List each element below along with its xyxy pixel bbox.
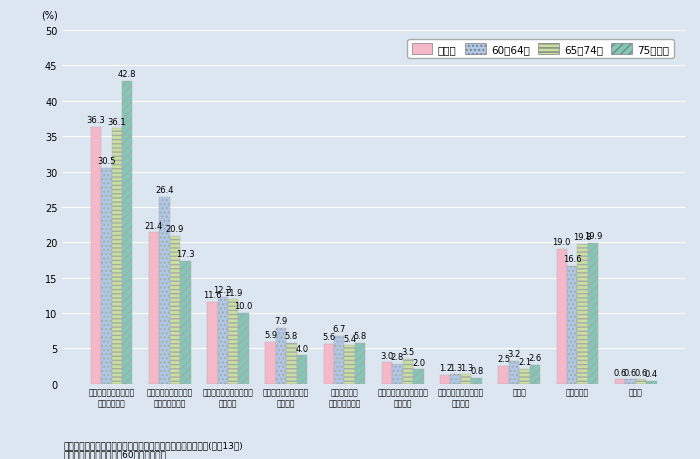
Bar <box>382 363 392 384</box>
Text: 3.0: 3.0 <box>380 351 393 360</box>
Bar <box>472 378 482 384</box>
Bar <box>556 250 567 384</box>
Bar <box>286 343 297 384</box>
Bar <box>509 361 519 384</box>
Legend: 総　数, 60～64歳, 65～74歳, 75歳以上: 総 数, 60～64歳, 65～74歳, 75歳以上 <box>407 40 673 59</box>
Text: 19.9: 19.9 <box>584 232 603 241</box>
Text: 資料：内閣府「高齢者の住宅と生活環境に関する意識調査」(平成13年): 資料：内閣府「高齢者の住宅と生活環境に関する意識調査」(平成13年) <box>63 441 243 449</box>
Bar <box>111 129 122 384</box>
Bar <box>344 346 355 384</box>
Text: 12.3: 12.3 <box>214 285 232 294</box>
Text: 19.0: 19.0 <box>552 238 571 247</box>
Text: 30.5: 30.5 <box>97 157 116 166</box>
Text: 2.1: 2.1 <box>518 357 531 366</box>
Text: 0.6: 0.6 <box>624 368 637 377</box>
Bar <box>180 262 190 384</box>
Text: 10.0: 10.0 <box>234 302 253 310</box>
Text: 3.2: 3.2 <box>508 349 521 358</box>
Text: 11.6: 11.6 <box>203 290 221 299</box>
Bar <box>218 297 228 384</box>
Text: 1.3: 1.3 <box>449 363 463 372</box>
Bar <box>578 244 588 384</box>
Bar <box>615 380 625 384</box>
Text: 5.4: 5.4 <box>343 334 356 343</box>
Y-axis label: (%): (%) <box>41 11 58 21</box>
Text: 21.4: 21.4 <box>145 221 163 230</box>
Text: 0.4: 0.4 <box>645 369 658 378</box>
Bar <box>334 336 344 384</box>
Text: 2.6: 2.6 <box>528 353 542 363</box>
Bar <box>519 369 530 384</box>
Text: 11.9: 11.9 <box>224 288 242 297</box>
Bar <box>402 359 413 384</box>
Bar <box>265 342 276 384</box>
Bar <box>228 300 239 384</box>
Bar <box>588 243 598 384</box>
Text: 42.8: 42.8 <box>118 70 136 79</box>
Text: 2.0: 2.0 <box>412 358 425 367</box>
Text: 4.0: 4.0 <box>295 344 309 353</box>
Bar <box>498 366 509 384</box>
Text: 36.1: 36.1 <box>107 118 126 126</box>
Bar <box>169 236 180 384</box>
Bar <box>323 344 334 384</box>
Text: 26.4: 26.4 <box>155 186 174 195</box>
Text: 36.3: 36.3 <box>86 116 105 125</box>
Text: 19.8: 19.8 <box>573 232 592 241</box>
Text: 5.8: 5.8 <box>285 331 298 340</box>
Bar <box>625 380 636 384</box>
Bar <box>646 381 657 384</box>
Text: 5.9: 5.9 <box>264 330 277 339</box>
Text: 5.8: 5.8 <box>354 331 367 340</box>
Bar <box>101 168 111 384</box>
Bar <box>297 356 307 384</box>
Bar <box>636 380 646 384</box>
Bar <box>149 233 160 384</box>
Bar <box>122 82 132 384</box>
Bar <box>440 375 451 384</box>
Text: （注）調査対象は、全国60歳以上の男女: （注）調査対象は、全国60歳以上の男女 <box>63 450 166 459</box>
Text: 7.9: 7.9 <box>274 316 288 325</box>
Text: 1.3: 1.3 <box>460 363 473 372</box>
Bar <box>355 343 365 384</box>
Text: 0.8: 0.8 <box>470 366 483 375</box>
Bar <box>239 313 249 384</box>
Text: 5.6: 5.6 <box>322 332 335 341</box>
Text: 2.8: 2.8 <box>391 352 404 361</box>
Bar <box>392 364 402 384</box>
Bar <box>160 197 169 384</box>
Text: 6.7: 6.7 <box>332 325 346 334</box>
Text: 20.9: 20.9 <box>166 224 184 234</box>
Text: 0.6: 0.6 <box>613 368 626 377</box>
Bar <box>413 369 424 384</box>
Bar <box>451 375 461 384</box>
Text: 0.6: 0.6 <box>634 368 648 377</box>
Bar <box>207 302 218 384</box>
Text: 17.3: 17.3 <box>176 250 195 259</box>
Text: 1.2: 1.2 <box>439 364 452 373</box>
Bar <box>567 267 577 384</box>
Bar <box>461 375 472 384</box>
Bar <box>530 365 540 384</box>
Text: 3.5: 3.5 <box>401 347 414 356</box>
Text: 16.6: 16.6 <box>563 255 582 264</box>
Bar <box>90 128 101 384</box>
Text: 2.5: 2.5 <box>497 354 510 364</box>
Bar <box>276 328 286 384</box>
